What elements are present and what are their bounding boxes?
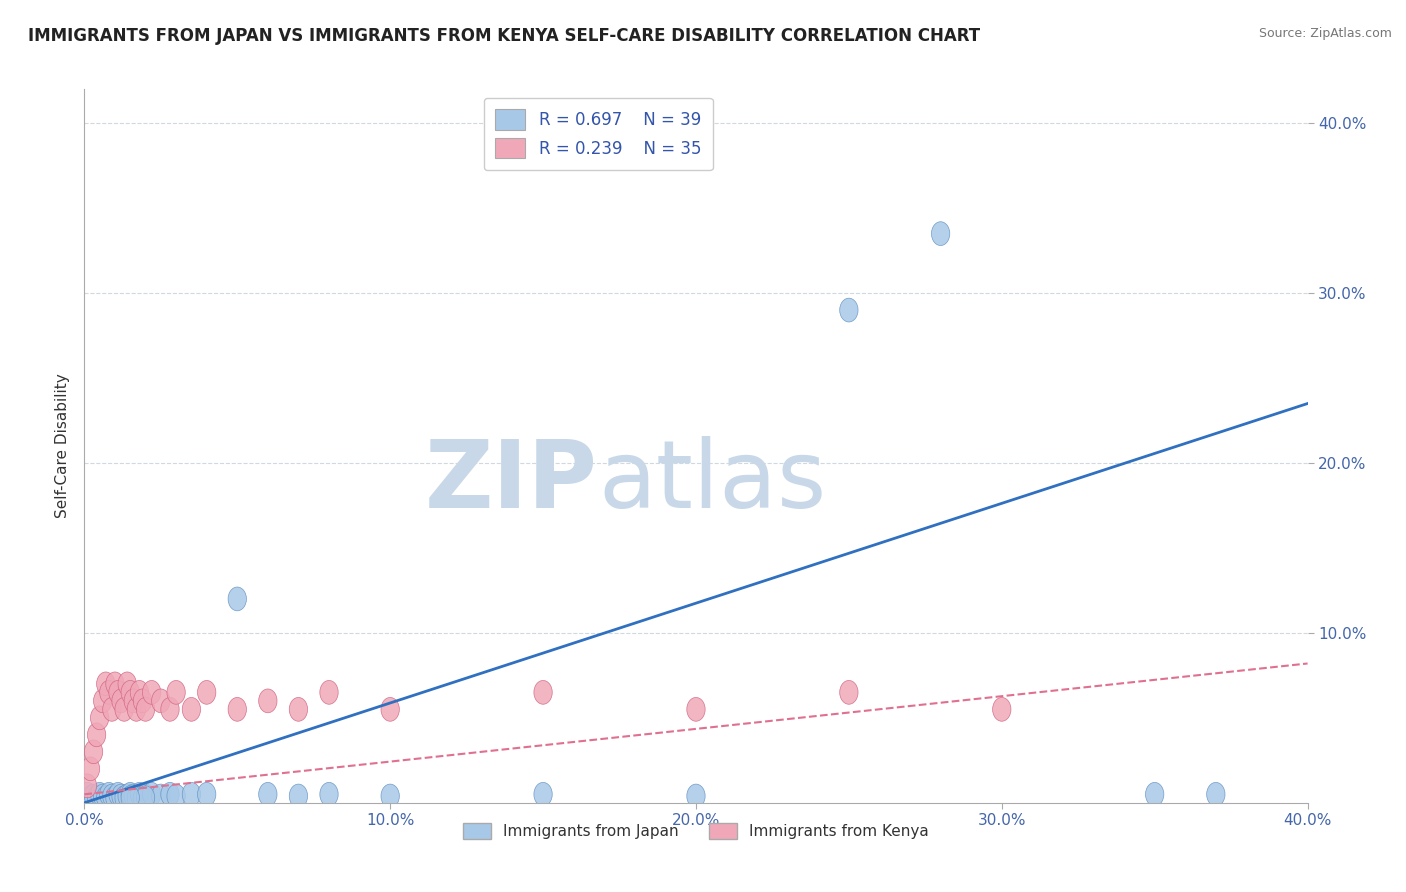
Text: atlas: atlas (598, 435, 827, 528)
Legend: Immigrants from Japan, Immigrants from Kenya: Immigrants from Japan, Immigrants from K… (457, 817, 935, 845)
Y-axis label: Self-Care Disability: Self-Care Disability (55, 374, 70, 518)
Text: ZIP: ZIP (425, 435, 598, 528)
Text: Source: ZipAtlas.com: Source: ZipAtlas.com (1258, 27, 1392, 40)
Text: IMMIGRANTS FROM JAPAN VS IMMIGRANTS FROM KENYA SELF-CARE DISABILITY CORRELATION : IMMIGRANTS FROM JAPAN VS IMMIGRANTS FROM… (28, 27, 980, 45)
